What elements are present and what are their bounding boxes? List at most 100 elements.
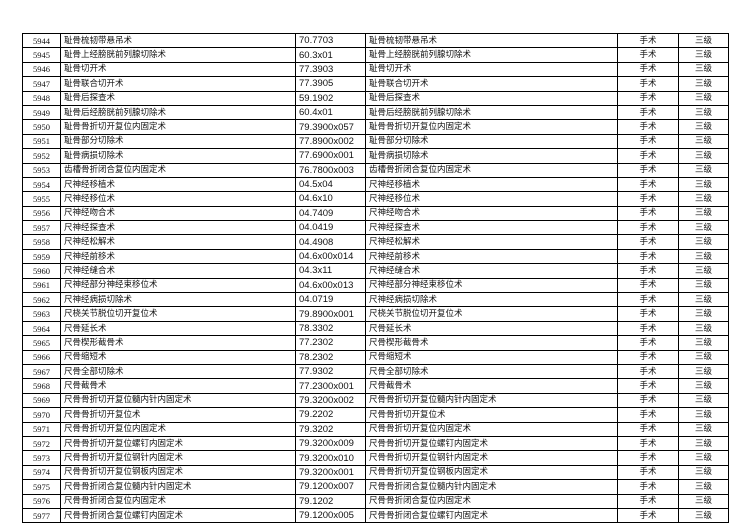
row-number-cell: 5973 [22, 450, 61, 466]
table-row: 5967 尺骨全部切除术 77.9302 尺骨全部切除术 手术 三级 [22, 363, 729, 380]
procedure-name-2-cell: 尺神经病损切除术 [365, 292, 618, 308]
category-cell: 手术 [617, 104, 679, 121]
procedure-name-cell: 尺骨截骨术 [60, 378, 296, 394]
grade-cell: 三级 [678, 162, 729, 178]
row-number-cell: 5970 [22, 407, 61, 423]
category-cell: 手术 [617, 349, 679, 365]
procedure-code-cell: 79.3200x009 [295, 435, 366, 452]
procedure-name-2-cell: 尺神经松解术 [365, 234, 618, 250]
procedure-name-2-cell: 尺桡关节脱位切开复位术 [365, 306, 618, 322]
grade-cell: 三级 [678, 248, 729, 265]
procedure-name-2-cell: 尺神经部分神经束移位术 [365, 277, 618, 294]
table-row: 5970 尺骨骨折切开复位术 79.2202 尺骨骨折切开复位术 手术 三级 [22, 407, 729, 423]
procedure-code-cell: 79.1202 [295, 493, 366, 509]
grade-cell: 三级 [678, 277, 729, 294]
procedure-name-2-cell: 尺骨骨折切开复位钢板内固定术 [365, 464, 618, 481]
category-cell: 手术 [617, 292, 679, 308]
category-cell: 手术 [617, 363, 679, 380]
procedure-code-cell: 79.8900x001 [295, 306, 366, 322]
grade-cell: 三级 [678, 104, 729, 121]
table-row: 5966 尺骨缩短术 78.2302 尺骨缩短术 手术 三级 [22, 349, 729, 365]
category-cell: 手术 [617, 76, 679, 92]
category-cell: 手术 [617, 90, 679, 106]
row-number-cell: 5944 [22, 32, 61, 49]
grade-cell: 三级 [678, 263, 729, 279]
procedure-name-cell: 尺骨骨折切开复位钢针内固定术 [60, 450, 296, 466]
row-number-cell: 5975 [22, 479, 61, 495]
row-number-cell: 5956 [22, 205, 61, 222]
row-number-cell: 5972 [22, 435, 61, 452]
procedure-code-cell: 79.3200x002 [295, 392, 366, 409]
row-number-cell: 5950 [22, 119, 61, 135]
procedure-name-cell: 耻骨后经膀胱前列腺切除术 [60, 104, 296, 121]
row-number-cell: 5953 [22, 162, 61, 178]
procedure-name-cell: 尺骨骨折切开复位髓内针内固定术 [60, 392, 296, 409]
procedure-name-cell: 尺神经部分神经束移位术 [60, 277, 296, 294]
procedure-name-cell: 尺骨骨折切开复位术 [60, 407, 296, 423]
category-cell: 手术 [617, 220, 679, 236]
grade-cell: 三级 [678, 76, 729, 92]
procedure-name-2-cell: 尺骨截骨术 [365, 378, 618, 394]
procedure-name-2-cell: 耻骨切开术 [365, 61, 618, 78]
table-row: 5971 尺骨骨折切开复位内固定术 79.3202 尺骨骨折切开复位内固定术 手术 三级 [22, 421, 729, 437]
procedure-name-2-cell: 尺骨骨折切开复位术 [365, 407, 618, 423]
row-number-cell: 5952 [22, 148, 61, 164]
procedure-name-2-cell: 尺神经缝合术 [365, 263, 618, 279]
category-cell: 手术 [617, 435, 679, 452]
procedure-code-cell: 77.8900x002 [295, 133, 366, 150]
procedure-name-cell: 尺神经病损切除术 [60, 292, 296, 308]
category-cell: 手术 [617, 335, 679, 351]
row-number-cell: 5969 [22, 392, 61, 409]
grade-cell: 三级 [678, 392, 729, 409]
procedure-name-2-cell: 耻骨病损切除术 [365, 148, 618, 164]
row-number-cell: 5967 [22, 363, 61, 380]
procedure-name-2-cell: 尺骨楔形截骨术 [365, 335, 618, 351]
procedure-name-2-cell: 耻骨联合切开术 [365, 76, 618, 92]
grade-cell: 三级 [678, 349, 729, 365]
category-cell: 手术 [617, 119, 679, 135]
table-row: 5957 尺神经探查术 04.0419 尺神经探查术 手术 三级 [22, 220, 729, 236]
grade-cell: 三级 [678, 133, 729, 150]
category-cell: 手术 [617, 205, 679, 222]
grade-cell: 三级 [678, 306, 729, 322]
table-row: 5969 尺骨骨折切开复位髓内针内固定术 79.3200x002 尺骨骨折切开复位髓内… [22, 392, 729, 409]
procedure-name-cell: 尺神经移位术 [60, 191, 296, 207]
procedure-name-2-cell: 耻骨部分切除术 [365, 133, 618, 150]
category-cell: 手术 [617, 392, 679, 409]
procedure-name-cell: 齿槽骨折闭合复位内固定术 [60, 162, 296, 178]
procedure-name-2-cell: 尺骨骨折闭合复位髓内针内固定术 [365, 479, 618, 495]
grade-cell: 三级 [678, 450, 729, 466]
row-number-cell: 5955 [22, 191, 61, 207]
procedure-name-2-cell: 尺骨缩短术 [365, 349, 618, 365]
category-cell: 手术 [617, 421, 679, 437]
table-row: 5974 尺骨骨折切开复位钢板内固定术 79.3200x001 尺骨骨折切开复位钢板内… [22, 464, 729, 481]
table-row: 5947 耻骨联合切开术 77.3905 耻骨联合切开术 手术 三级 [22, 76, 729, 92]
row-number-cell: 5977 [22, 507, 61, 524]
procedure-code-cell: 78.2302 [295, 349, 366, 365]
grade-cell: 三级 [678, 234, 729, 250]
row-number-cell: 5962 [22, 292, 61, 308]
procedure-name-cell: 耻骨梳韧带悬吊术 [60, 32, 296, 49]
grade-cell: 三级 [678, 32, 729, 49]
procedure-name-2-cell: 尺骨全部切除术 [365, 363, 618, 380]
row-number-cell: 5959 [22, 248, 61, 265]
row-number-cell: 5951 [22, 133, 61, 150]
row-number-cell: 5961 [22, 277, 61, 294]
procedure-code-cell: 59.1902 [295, 90, 366, 106]
procedure-name-cell: 耻骨部分切除术 [60, 133, 296, 150]
procedure-code-cell: 04.3x11 [295, 263, 366, 279]
table-row: 5952 耻骨病损切除术 77.6900x001 耻骨病损切除术 手术 三级 [22, 148, 729, 164]
procedure-name-cell: 尺骨骨折闭合复位内固定术 [60, 493, 296, 509]
category-cell: 手术 [617, 450, 679, 466]
table-row: 5955 尺神经移位术 04.6x10 尺神经移位术 手术 三级 [22, 191, 729, 207]
grade-cell: 三级 [678, 176, 729, 193]
procedure-name-cell: 尺骨楔形截骨术 [60, 335, 296, 351]
procedure-code-cell: 70.7703 [295, 32, 366, 49]
procedure-code-cell: 04.6x00x013 [295, 277, 366, 294]
table-row: 5961 尺神经部分神经束移位术 04.6x00x013 尺神经部分神经束移位术 手术三… [22, 277, 729, 294]
category-cell: 手术 [617, 407, 679, 423]
row-number-cell: 5974 [22, 464, 61, 481]
procedure-name-2-cell: 尺骨骨折切开复位髓内针内固定术 [365, 392, 618, 409]
category-cell: 手术 [617, 176, 679, 193]
procedure-code-cell: 04.6x10 [295, 191, 366, 207]
